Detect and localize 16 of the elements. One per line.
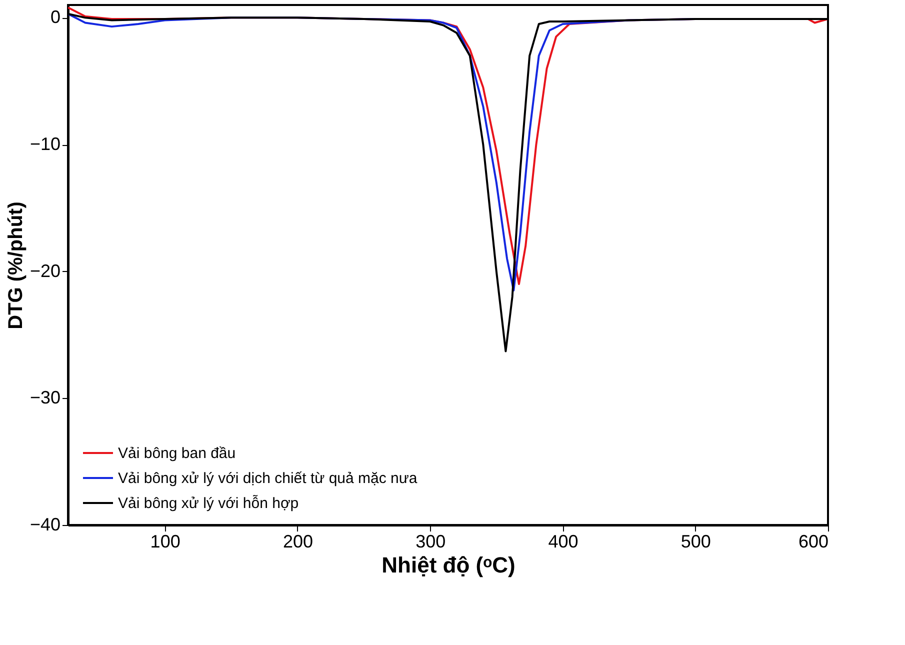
x-tick-label: 100 xyxy=(150,532,180,552)
x-tick-label: 500 xyxy=(680,532,711,552)
y-tick-label: −30 xyxy=(30,388,60,408)
y-tick-label: 0 xyxy=(50,7,60,28)
legend-label: Vải bông xử lý với dịch chiết từ quả mặc nưa xyxy=(118,470,418,487)
y-tick-label: −20 xyxy=(30,260,60,281)
x-tick-label: 400 xyxy=(548,532,578,552)
x-tick-label: 200 xyxy=(282,532,313,552)
y-tick-label: −10 xyxy=(30,134,60,154)
x-tick-label: 600 xyxy=(798,532,828,552)
legend-label: Vải bông xử lý với hỗn hợp xyxy=(118,495,299,512)
x-tick-label: 300 xyxy=(416,532,446,552)
legend-label: Vải bông ban đầu xyxy=(118,445,236,462)
y-tick-label: −40 xyxy=(30,514,60,534)
y-axis-title: DTG (%/phút) xyxy=(4,202,27,330)
x-axis-title: Nhiệt độ (ᵒC) xyxy=(382,552,516,578)
